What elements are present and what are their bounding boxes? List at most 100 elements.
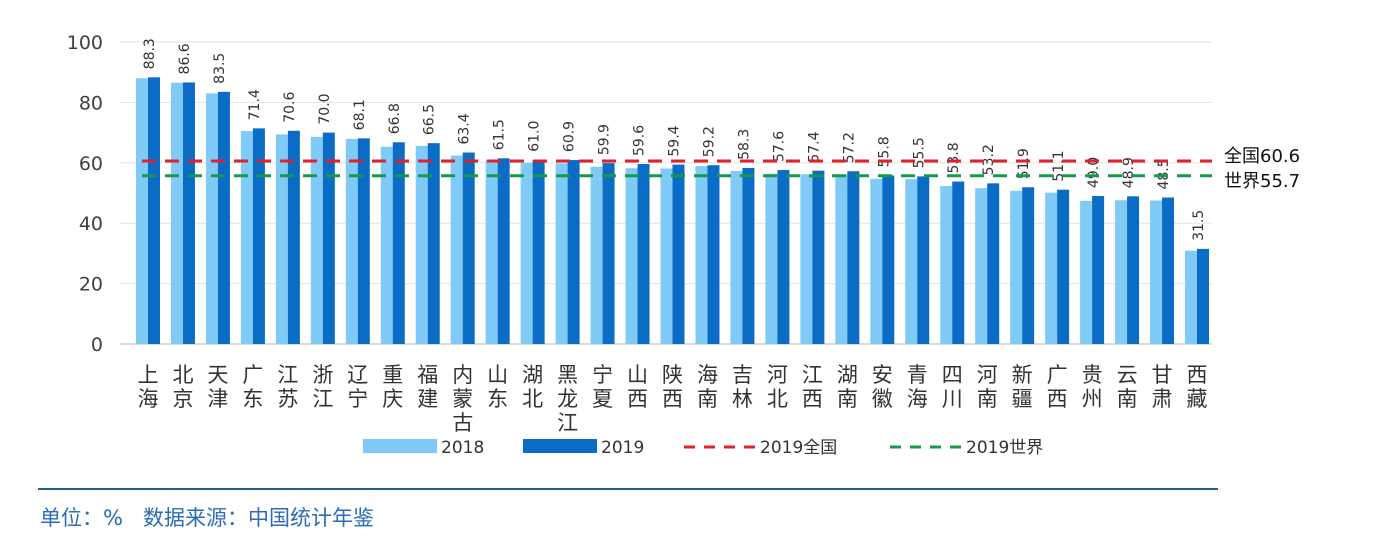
bar-2019 [532,159,545,344]
x-tick-label: 青 [907,363,928,387]
x-tick-label: 西 [802,387,823,411]
x-tick-label: 州 [1082,387,1103,411]
bar-2018 [450,155,463,344]
x-tick-label: 疆 [1012,387,1033,411]
bar-2019 [777,170,790,344]
x-tick-label: 古 [452,411,473,435]
bar-2018 [136,78,148,345]
data-label: 53.8 [946,142,962,173]
y-tick-label: 100 [67,32,103,54]
bar-2019 [287,130,300,344]
legend-label: 2018 [441,438,484,458]
data-label: 60.9 [562,121,578,152]
x-tick-label: 北 [522,387,543,411]
y-tick-label: 20 [79,274,103,296]
data-label: 59.6 [632,125,648,156]
data-label: 63.4 [457,113,473,144]
data-label: 55.5 [911,137,927,168]
bar-2019 [497,158,510,344]
x-tick-label: 浙 [312,363,333,387]
bar-2019 [182,82,195,344]
x-tick-label: 山 [627,363,648,387]
x-tick-label: 四 [942,363,963,387]
bar-2018 [1150,200,1163,344]
x-tick-label: 江 [312,387,333,411]
x-tick-label: 东 [487,387,508,411]
x-tick-label: 徽 [872,387,893,411]
bar-2019 [427,143,440,344]
x-tick-label: 西 [1187,363,1208,387]
bar-2019 [1092,196,1105,344]
x-tick-label: 江 [277,363,298,387]
x-tick-label: 南 [1117,387,1138,411]
bar-2018 [170,82,183,345]
x-tick-label: 贵 [1082,363,1103,387]
bar-2019 [812,170,825,344]
bar-2018 [660,168,673,344]
bar-2019 [742,167,755,344]
data-label: 59.2 [701,126,717,157]
x-tick-label: 江 [802,363,823,387]
legend-label: 2019 [601,438,644,458]
x-tick-label: 川 [942,387,963,411]
bar-2019 [148,77,160,345]
bar-2018 [590,166,603,344]
x-tick-label: 河 [767,363,788,387]
bar-2019 [637,164,650,344]
bar-2019 [1057,189,1070,344]
bar-2019 [602,163,615,344]
x-tick-label: 广 [1047,363,1068,387]
bar-2019 [1197,248,1209,344]
data-label: 66.5 [422,104,438,135]
bar-2018 [730,170,743,344]
bar-2018 [485,160,498,344]
reference-label: 全国60.6 [1224,146,1300,167]
bar-2019 [987,183,1000,344]
legend-label: 2019世界 [966,438,1043,458]
data-label: 71.4 [247,89,263,120]
bar-2019 [392,142,405,344]
x-tick-label: 新 [1012,363,1033,387]
x-tick-label: 宁 [592,363,613,387]
bar-2018 [1080,200,1093,344]
bar-2018 [1185,250,1197,344]
x-tick-label: 建 [417,387,438,411]
bar-2019 [1162,197,1175,344]
bar-2018 [345,138,358,344]
legend-swatch [363,439,437,453]
bar-2018 [835,174,848,344]
bar-2018 [380,146,393,344]
x-tick-label: 京 [172,387,193,411]
x-tick-label: 广 [242,363,263,387]
bar-2018 [415,145,428,344]
x-tick-label: 天 [207,363,228,387]
x-tick-label: 山 [487,363,508,387]
data-label: 61.5 [492,119,508,150]
data-label: 53.2 [981,144,997,175]
bar-2019 [217,91,230,344]
data-label: 48.9 [1121,157,1137,188]
x-tick-label: 西 [662,387,683,411]
bar-2019 [322,132,335,344]
bar-2018 [765,173,778,344]
x-tick-label: 河 [977,363,998,387]
legend-swatch [523,439,597,453]
data-label: 70.6 [282,92,298,123]
x-tick-label: 西 [1047,387,1068,411]
bar-2018 [905,179,918,344]
y-tick-label: 80 [79,92,103,114]
x-tick-label: 甘 [1152,363,1173,387]
legend-label: 2019全国 [760,438,837,458]
data-label: 61.0 [527,121,543,152]
x-tick-label: 海 [907,387,928,411]
x-tick-label: 北 [767,387,788,411]
data-label: 49.0 [1086,157,1102,188]
x-tick-label: 辽 [347,363,368,387]
data-label: 55.8 [876,136,892,167]
data-label: 51.9 [1016,148,1032,179]
bar-2019 [672,164,685,344]
x-tick-label: 陕 [662,363,683,387]
data-label: 31.5 [1191,210,1207,241]
x-tick-label: 海 [697,363,718,387]
data-label: 51.1 [1051,151,1067,182]
